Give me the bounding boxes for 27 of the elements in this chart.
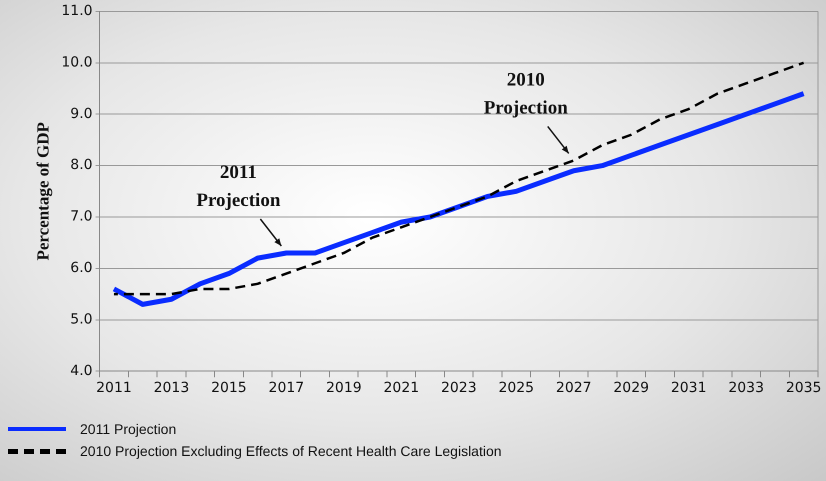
x-tick-label: 2017 xyxy=(268,380,304,396)
annotation: 2010 Projection xyxy=(484,69,568,118)
annotation: 2011 Projection xyxy=(196,162,281,211)
x-tick-label: 2033 xyxy=(728,380,764,396)
x-tick-label: 2035 xyxy=(786,380,822,396)
x-tick-label: 2021 xyxy=(383,380,420,396)
y-axis-title: Percentage of GDP xyxy=(34,122,53,261)
y-tick-label: 9.0 xyxy=(70,106,93,122)
y-tick-label: 4.0 xyxy=(70,362,93,379)
x-tick-label: 2023 xyxy=(440,380,477,396)
x-tick-label: 2015 xyxy=(211,380,247,396)
x-tick-label: 2029 xyxy=(613,380,650,396)
y-tick-label: 11.0 xyxy=(61,3,93,20)
x-tick-label: 2011 xyxy=(96,380,132,396)
x-tick-label: 2019 xyxy=(326,380,362,396)
x-tick-label: 2025 xyxy=(498,380,534,396)
x-tick-label: 2031 xyxy=(670,380,707,396)
x-tick-label: 2013 xyxy=(154,380,190,396)
y-tick-label: 6.0 xyxy=(70,260,93,276)
y-tick-label: 8.0 xyxy=(70,157,93,174)
legend-label: 2010 Projection Excluding Effects of Recent Health Care Legislation xyxy=(80,443,502,459)
y-tick-label: 10.0 xyxy=(61,54,93,70)
x-tick-label: 2027 xyxy=(556,380,592,396)
line-series xyxy=(112,62,805,296)
y-tick-label: 7.0 xyxy=(70,208,93,225)
legend-label: 2011 Projection xyxy=(80,421,176,437)
y-tick-label: 5.0 xyxy=(70,311,93,328)
